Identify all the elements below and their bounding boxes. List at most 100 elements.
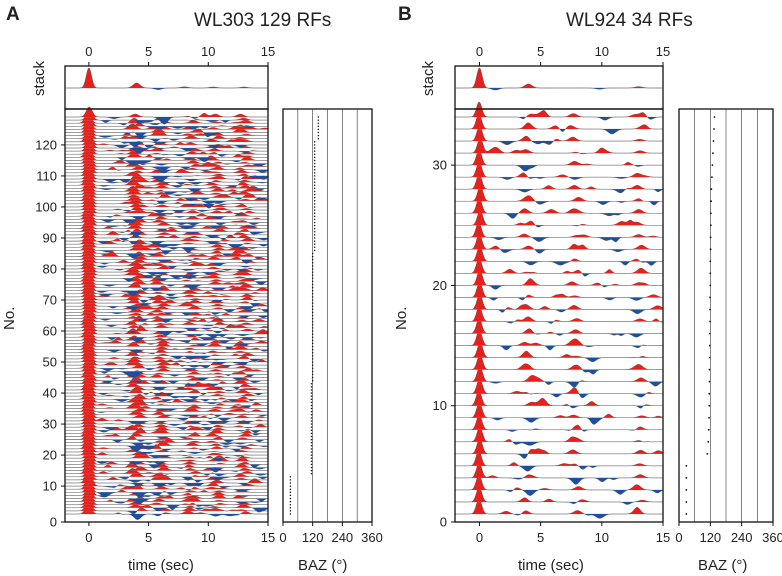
- rf-trace-positive: [65, 463, 268, 474]
- rf-trace-negative: [65, 476, 268, 481]
- baz-point: [311, 296, 314, 298]
- rf-trace-positive: [65, 237, 268, 248]
- rf-trace-positive: [65, 339, 268, 350]
- baz-point: [313, 172, 316, 174]
- x-tick-label: 15: [261, 530, 275, 545]
- rf-trace-line: [455, 378, 663, 399]
- baz-point: [317, 122, 320, 124]
- rf-trace-positive: [65, 392, 268, 403]
- rf-trace-line: [65, 299, 268, 313]
- rf-trace-positive: [65, 476, 268, 487]
- rf-trace-positive: [65, 212, 268, 223]
- rf-trace-line: [455, 282, 663, 301]
- rf-trace-negative: [65, 448, 268, 452]
- baz-point: [310, 395, 313, 397]
- baz-point: [710, 200, 713, 203]
- panel-a-label: A: [6, 4, 20, 25]
- rf-trace-positive: [455, 366, 663, 382]
- baz-point: [311, 324, 314, 326]
- baz-point: [311, 373, 314, 376]
- rf-trace-negative: [455, 141, 663, 145]
- rf-trace-negative: [65, 486, 268, 488]
- rf-trace-negative: [65, 343, 268, 347]
- rf-trace-line: [65, 478, 268, 492]
- rf-trace-line: [65, 401, 268, 413]
- baz-point: [313, 175, 316, 177]
- baz-point: [313, 215, 316, 217]
- baz-point: [289, 479, 292, 481]
- rf-trace-line: [65, 199, 268, 213]
- baz-point: [311, 311, 314, 314]
- rf-trace-line: [65, 106, 268, 125]
- y-tick-label: 20: [433, 278, 447, 293]
- panel-b-traces: [455, 101, 663, 519]
- baz-point: [289, 485, 292, 487]
- rf-trace-line: [455, 486, 663, 505]
- baz-point: [311, 286, 314, 289]
- rf-trace-positive: [65, 190, 268, 201]
- rf-trace-positive: [65, 274, 268, 285]
- rf-trace-line: [65, 209, 268, 224]
- baz-point: [311, 277, 314, 280]
- rf-trace-line: [455, 197, 663, 219]
- rf-trace-positive: [65, 141, 268, 152]
- rf-trace-positive: [65, 311, 268, 322]
- panel-b: B WL924 34 RFs stack 0 5 10 15 0 10 20 30 0 5 10…: [393, 4, 782, 574]
- rf-trace-negative: [455, 333, 663, 338]
- baz-point: [711, 164, 714, 167]
- baz-point: [712, 152, 714, 154]
- rf-trace-line: [65, 156, 268, 171]
- rf-trace-line: [65, 255, 268, 269]
- rf-trace-positive: [65, 113, 268, 124]
- panel-a-y-axis: 0 10 20 30 40 50 60 70 80 90 100 110 120: [35, 137, 65, 530]
- rf-trace-line: [455, 450, 663, 472]
- rf-trace-negative: [65, 331, 268, 336]
- panel-b-y-axis: 0 10 20 30: [433, 158, 455, 530]
- panel-a-stack-label: stack: [31, 60, 48, 96]
- baz-point: [310, 423, 313, 425]
- rf-trace-positive: [65, 277, 268, 288]
- rf-trace-negative: [65, 479, 268, 483]
- rf-trace-negative: [65, 374, 268, 377]
- baz-point: [311, 252, 314, 255]
- rf-trace-positive: [455, 474, 663, 490]
- rf-trace-positive: [455, 462, 663, 478]
- rf-trace-positive: [455, 234, 663, 250]
- rf-trace-positive: [65, 491, 268, 502]
- panel-b-stack-label: stack: [420, 60, 437, 96]
- rf-trace-line: [65, 485, 268, 498]
- rf-trace-positive: [65, 314, 268, 325]
- rf-trace-negative: [65, 334, 268, 338]
- rf-trace-negative: [455, 117, 663, 121]
- baz-point: [713, 116, 716, 118]
- rf-trace-line: [65, 376, 268, 391]
- rf-trace-line: [65, 463, 268, 477]
- baz-point: [709, 212, 712, 215]
- rf-trace-line: [65, 423, 268, 436]
- panel-b-baz-plot: 0 120 240 360: [675, 109, 782, 545]
- top-tick-label: 0: [476, 44, 483, 59]
- top-tick-label: 5: [537, 44, 544, 59]
- rf-trace-positive: [65, 472, 268, 483]
- baz-point: [311, 305, 314, 307]
- rf-trace-line: [455, 402, 663, 425]
- rf-trace-line: [455, 474, 663, 496]
- rf-trace-positive: [455, 306, 663, 322]
- rf-trace-line: [65, 333, 268, 347]
- rf-trace-positive: [65, 482, 268, 493]
- baz-point: [709, 272, 712, 275]
- rf-trace-negative: [65, 272, 268, 275]
- rf-trace-line: [455, 113, 663, 135]
- rf-trace-negative: [65, 287, 268, 292]
- rf-trace-negative: [65, 349, 268, 354]
- rf-trace-negative: [455, 201, 663, 206]
- rf-trace-positive: [65, 181, 268, 192]
- baz-point: [313, 141, 316, 143]
- rf-trace-negative: [455, 405, 663, 409]
- rf-trace-line: [65, 261, 268, 276]
- rf-trace-line: [65, 441, 268, 455]
- baz-point: [310, 472, 313, 475]
- rf-trace-line: [65, 389, 268, 402]
- rf-trace-line: [64, 354, 268, 369]
- rf-trace-positive: [65, 308, 268, 319]
